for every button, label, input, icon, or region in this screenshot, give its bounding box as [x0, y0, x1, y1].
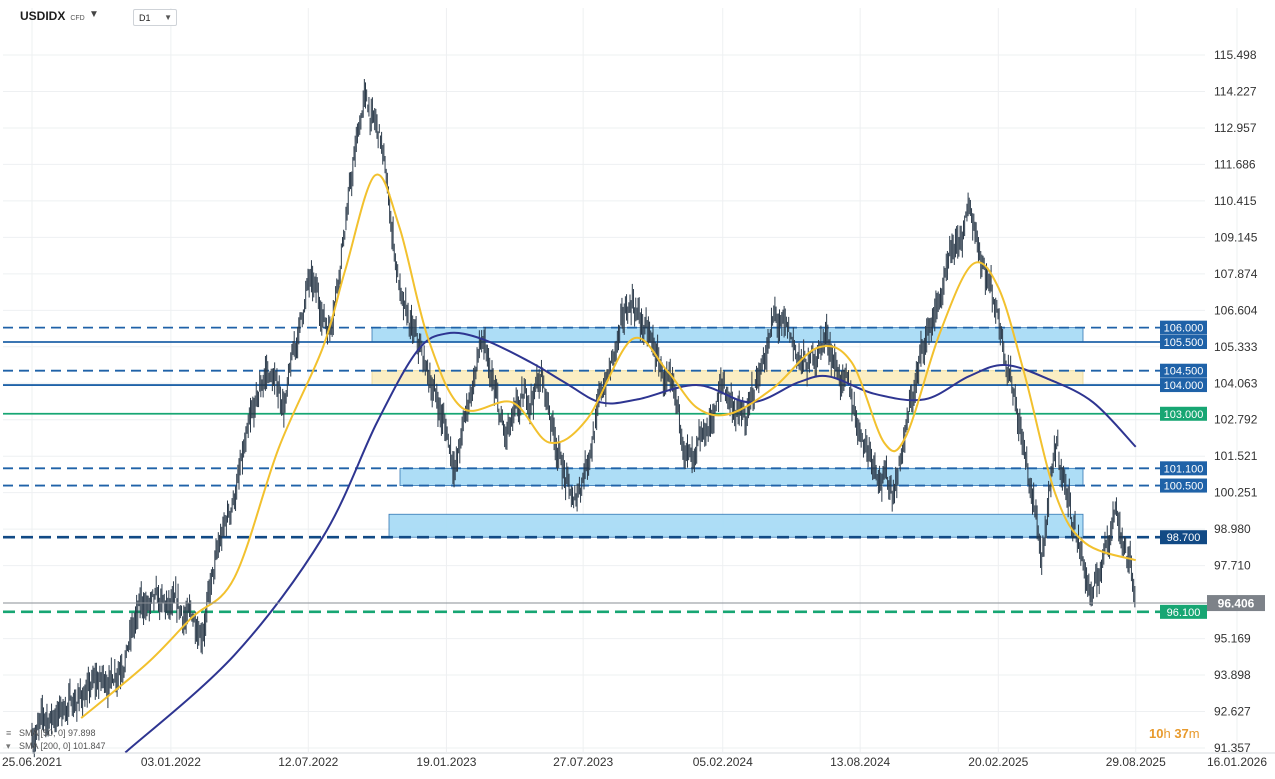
- level-tag: [1160, 478, 1207, 493]
- y-tick-label: 115.498: [1214, 48, 1257, 62]
- x-tick-label: 16.01.2026: [1207, 755, 1267, 769]
- y-tick-label: 100.251: [1214, 486, 1258, 500]
- level-tag: [1160, 530, 1207, 545]
- legend-sma200[interactable]: ▾ SMA [200, 0] 101.847: [6, 740, 106, 753]
- y-tick-label: 112.957: [1214, 121, 1257, 135]
- instrument-type: CFD: [70, 15, 85, 22]
- x-tick-label: 25.06.2021: [2, 755, 62, 769]
- level-tag: [1160, 406, 1207, 421]
- symbol-caret-icon[interactable]: ▼: [89, 9, 99, 20]
- indicator-legend: ≡ SMA [50, 0] 97.898 ▾ SMA [200, 0] 101.…: [6, 727, 106, 753]
- countdown-minutes-unit: m: [1188, 726, 1200, 741]
- countdown-minutes: 37: [1174, 726, 1189, 741]
- x-tick-label: 03.01.2022: [141, 755, 201, 769]
- sma200-line: [124, 331, 1137, 754]
- level-tag: [1160, 461, 1207, 476]
- y-tick-label: 91.357: [1214, 741, 1251, 755]
- level-tag-label: 103.000: [1164, 409, 1204, 421]
- symbol-name: USDIDX: [20, 9, 66, 23]
- level-tag: [1160, 604, 1207, 619]
- chevron-down-icon: ▼: [164, 13, 172, 22]
- timeframe-select[interactable]: D1 ▼: [133, 9, 177, 26]
- last-price-line: 96.406: [3, 595, 1265, 612]
- y-tick-label: 106.604: [1214, 303, 1258, 317]
- y-tick-label: 95.169: [1214, 632, 1251, 646]
- legend-sma50-text: SMA [50, 0] 97.898: [19, 728, 96, 738]
- legend-sma50[interactable]: ≡ SMA [50, 0] 97.898: [6, 727, 106, 740]
- symbol-selector[interactable]: USDIDX CFD: [20, 9, 85, 23]
- y-axis: 115.498 114.227 112.957 111.686 110.415 109.1…: [1214, 48, 1258, 755]
- legend-sma200-text: SMA [200, 0] 101.847: [19, 741, 106, 751]
- y-tick-label: 93.898: [1214, 668, 1251, 682]
- level-tag-label: 104.000: [1164, 380, 1204, 392]
- y-tick-label: 92.627: [1214, 705, 1251, 719]
- y-tick-label: 114.227: [1214, 84, 1257, 98]
- last-price-tag: [1207, 595, 1265, 612]
- timeframe-value: D1: [139, 12, 151, 23]
- level-tag-label: 101.100: [1164, 463, 1204, 475]
- sma200-curve: [124, 331, 1137, 754]
- x-tick-label: 19.01.2023: [416, 755, 476, 769]
- sma50-line: [80, 173, 1137, 719]
- horizontal-levels: 106.000 105.500 104.500 104.000 103.000 101.1…: [3, 320, 1207, 619]
- level-tag: [1160, 378, 1207, 393]
- support-resistance-zone: [388, 513, 1084, 538]
- last-price-label: 96.406: [1218, 597, 1255, 611]
- y-tick-label: 110.415: [1214, 194, 1257, 208]
- level-tag-label: 106.000: [1164, 323, 1204, 335]
- level-tag: [1160, 320, 1207, 335]
- candle-countdown: 10h 37m: [1149, 726, 1200, 741]
- x-tick-label: 29.08.2025: [1106, 755, 1166, 769]
- indicator-collapse-icon[interactable]: ▾: [6, 741, 11, 751]
- y-tick-label: 98.980: [1214, 522, 1251, 536]
- y-tick-label: 105.333: [1214, 340, 1258, 354]
- y-tick-label: 104.063: [1214, 376, 1258, 390]
- level-tag-label: 96.100: [1167, 607, 1201, 619]
- level-tag-label: 98.700: [1167, 532, 1201, 544]
- y-tick-label: 107.874: [1214, 267, 1258, 281]
- x-tick-label: 12.07.2022: [278, 755, 338, 769]
- indicator-settings-icon[interactable]: ≡: [6, 728, 12, 738]
- support-resistance-zone: [399, 467, 1084, 486]
- countdown-hours: 10: [1149, 726, 1164, 741]
- x-tick-label: 13.08.2024: [830, 755, 890, 769]
- x-tick-label: 27.07.2023: [553, 755, 613, 769]
- x-tick-label: 20.02.2025: [968, 755, 1028, 769]
- price-candles: [31, 78, 1136, 758]
- y-tick-label: 111.686: [1214, 157, 1256, 171]
- support-resistance-zone: [371, 327, 1084, 343]
- countdown-hours-unit: h: [1163, 726, 1171, 741]
- x-tick-label: 05.02.2024: [693, 755, 753, 769]
- y-tick-label: 97.710: [1214, 559, 1251, 573]
- sma50-curve: [80, 173, 1137, 719]
- level-tag-label: 104.500: [1164, 366, 1204, 378]
- level-tag-label: 105.500: [1164, 337, 1204, 349]
- y-tick-label: 102.792: [1214, 413, 1258, 427]
- level-tag-label: 100.500: [1164, 481, 1204, 493]
- level-tag: [1160, 363, 1207, 378]
- level-tag: [1160, 335, 1207, 350]
- y-tick-label: 101.521: [1214, 449, 1258, 463]
- x-axis: 25.06.2021 03.01.2022 12.07.2022 19.01.2023…: [0, 752, 1275, 769]
- y-tick-label: 109.145: [1214, 230, 1258, 244]
